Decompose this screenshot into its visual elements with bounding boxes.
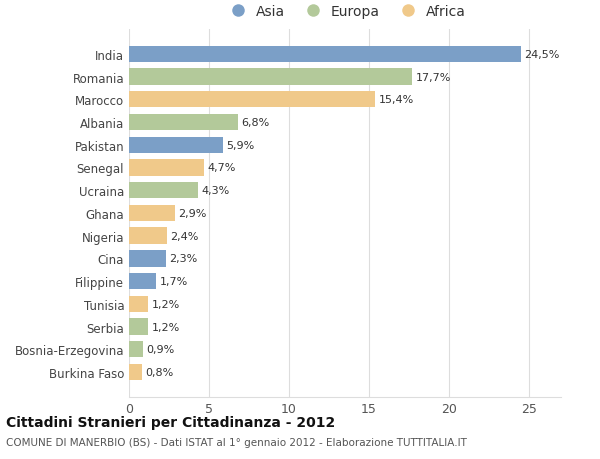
Text: 17,7%: 17,7%	[415, 73, 451, 82]
Text: 4,3%: 4,3%	[201, 186, 229, 196]
Bar	[129, 296, 148, 312]
Bar	[129, 341, 143, 358]
Bar	[129, 183, 198, 199]
Text: 1,7%: 1,7%	[160, 276, 188, 286]
Bar	[129, 115, 238, 131]
Text: 2,4%: 2,4%	[170, 231, 199, 241]
Text: 5,9%: 5,9%	[227, 140, 255, 151]
Bar	[129, 228, 167, 244]
Bar	[129, 319, 148, 335]
Bar	[129, 364, 142, 381]
Text: 0,8%: 0,8%	[145, 367, 173, 377]
Text: Cittadini Stranieri per Cittadinanza - 2012: Cittadini Stranieri per Cittadinanza - 2…	[6, 415, 335, 429]
Text: 2,3%: 2,3%	[169, 254, 197, 264]
Legend: Asia, Europa, Africa: Asia, Europa, Africa	[224, 5, 466, 19]
Bar	[129, 137, 223, 154]
Bar	[129, 205, 175, 222]
Bar	[129, 92, 376, 108]
Bar	[129, 69, 412, 85]
Bar	[129, 46, 521, 63]
Text: 6,8%: 6,8%	[241, 118, 269, 128]
Text: 0,9%: 0,9%	[146, 345, 175, 354]
Text: 15,4%: 15,4%	[379, 95, 414, 105]
Bar	[129, 251, 166, 267]
Text: 4,7%: 4,7%	[208, 163, 236, 173]
Text: COMUNE DI MANERBIO (BS) - Dati ISTAT al 1° gennaio 2012 - Elaborazione TUTTITALI: COMUNE DI MANERBIO (BS) - Dati ISTAT al …	[6, 437, 467, 447]
Bar	[129, 160, 204, 176]
Bar	[129, 273, 156, 290]
Text: 24,5%: 24,5%	[524, 50, 560, 60]
Text: 2,9%: 2,9%	[179, 208, 207, 218]
Text: 1,2%: 1,2%	[151, 322, 179, 332]
Text: 1,2%: 1,2%	[151, 299, 179, 309]
